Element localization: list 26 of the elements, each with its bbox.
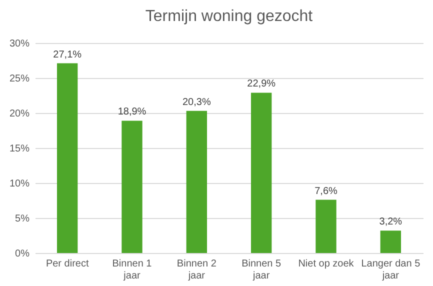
data-label: 22,9% — [247, 78, 276, 90]
data-label: 27,1% — [53, 49, 82, 60]
y-tick-label: 0% — [15, 248, 30, 260]
data-label: 3,2% — [379, 216, 402, 228]
bar — [186, 110, 208, 253]
x-tick-label: Per direct — [46, 258, 89, 270]
bar — [316, 200, 336, 253]
data-label: 20,3% — [182, 96, 211, 108]
y-tick-label: 5% — [15, 214, 30, 224]
y-tick-label: 15% — [9, 144, 30, 154]
bar — [122, 120, 142, 253]
x-tick-label: Binnen 2 jaar — [176, 258, 217, 282]
x-tick-label: Binnen 5 jaar — [242, 258, 282, 282]
bar — [380, 230, 402, 253]
bar — [250, 92, 272, 253]
x-tick-label: Niet op zoek — [298, 258, 355, 270]
x-tick-label: Langer dan 5 jaar — [361, 258, 421, 282]
chart-title: Termijn woning gezocht — [145, 8, 314, 25]
y-tick-label: 20% — [9, 108, 30, 120]
y-tick-label: 25% — [9, 74, 30, 84]
data-label: 18,9% — [118, 106, 146, 118]
y-tick-label: 30% — [9, 38, 30, 50]
x-tick-label: Binnen 1 jaar — [112, 258, 152, 282]
data-label: 7,6% — [314, 186, 338, 197]
y-tick-label: 10% — [9, 178, 30, 190]
bar — [56, 63, 78, 253]
